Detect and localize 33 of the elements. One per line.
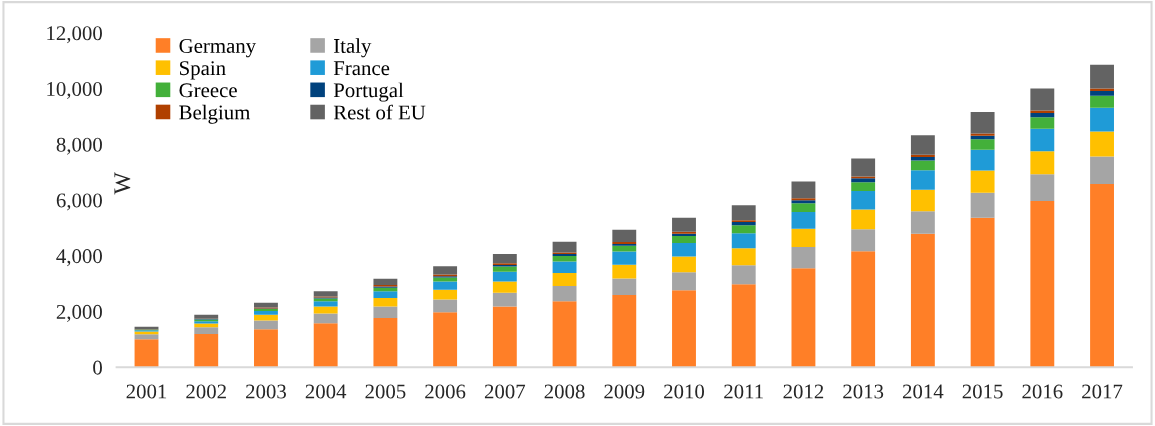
x-tick-label: 2001 xyxy=(126,384,167,399)
x-tick-label: 2010 xyxy=(664,384,705,399)
legend-label: Rest of EU xyxy=(333,104,426,120)
legend-label: Greece xyxy=(179,83,237,98)
x-tick-label: 2009 xyxy=(604,384,645,399)
legend-label: Belgium xyxy=(179,104,251,124)
x-tick-label: 2003 xyxy=(246,384,286,399)
legend-label: France xyxy=(333,61,390,76)
legend-label: Portugal xyxy=(333,82,404,102)
y-tick-label: 4,000 xyxy=(56,249,102,267)
x-tick-label: 2006 xyxy=(425,384,466,399)
x-tick-label: 2007 xyxy=(484,384,526,399)
x-tick-label: 2015 xyxy=(962,384,1003,399)
x-tick-label: 2005 xyxy=(365,384,406,399)
x-tick-label: 2017 xyxy=(1082,384,1123,399)
x-tick-label: 2004 xyxy=(305,384,347,399)
legend-label: Spain xyxy=(180,61,226,80)
x-tick-label: 2002 xyxy=(186,384,226,399)
x-tick-label: 2012 xyxy=(783,384,824,399)
y-tick-label: 10,000 xyxy=(47,81,102,99)
x-tick-label: 2016 xyxy=(1022,384,1063,399)
x-tick-label: 2013 xyxy=(843,384,884,399)
legend-label: Germany xyxy=(179,38,257,58)
x-tick-label: 2008 xyxy=(544,384,585,399)
y-tick-label: 0 xyxy=(93,360,102,375)
x-tick-label: 2011 xyxy=(724,384,763,399)
y-tick-label: 2,000 xyxy=(56,304,102,322)
x-tick-label: 2014 xyxy=(902,384,944,399)
legend-label: Italy xyxy=(333,38,372,58)
y-tick-label: 12,000 xyxy=(47,26,102,44)
y-tick-label: 8,000 xyxy=(56,137,102,155)
y-axis-title: W xyxy=(114,172,131,195)
y-tick-label: 6,000 xyxy=(56,193,102,211)
